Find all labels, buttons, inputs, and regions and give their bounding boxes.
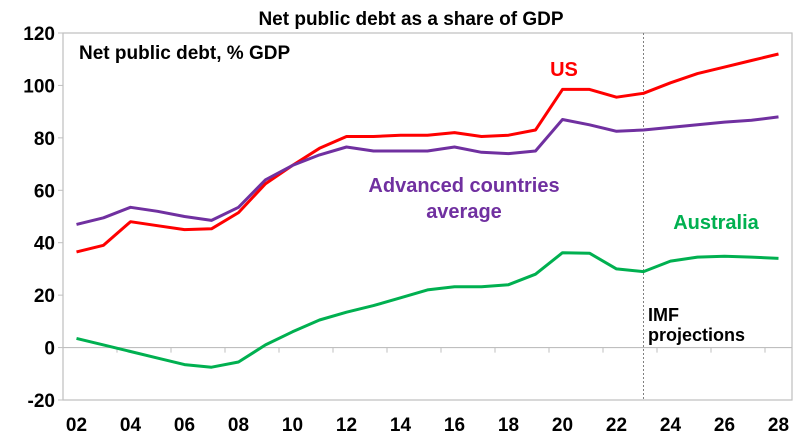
chart-subtitle: Net public debt, % GDP — [79, 43, 290, 64]
x-tick-label: 16 — [444, 415, 465, 436]
projection-label-line1: IMF — [648, 305, 679, 325]
x-tick-label: 12 — [336, 415, 357, 436]
x-tick-label: 06 — [174, 415, 195, 436]
x-tick-label: 04 — [120, 415, 142, 436]
series-line-australia — [76, 251, 779, 369]
y-tick-label: 100 — [23, 76, 55, 97]
y-tick-label: 20 — [34, 286, 55, 307]
advanced-series-label-line1: Advanced countries — [368, 175, 559, 197]
x-tick-label: 22 — [606, 415, 627, 436]
x-tick-label: 28 — [768, 415, 789, 436]
us-series-label: US — [550, 59, 578, 81]
y-tick-label: 80 — [34, 129, 55, 150]
series-line-us — [76, 52, 779, 254]
x-tick-label: 02 — [66, 415, 87, 436]
x-tick-label: 20 — [552, 415, 573, 436]
x-tick-label: 08 — [228, 415, 249, 436]
chart-title: Net public debt as a share of GDP — [258, 9, 563, 30]
advanced-series-label-line2: average — [426, 201, 502, 223]
x-tick-label: 14 — [390, 415, 412, 436]
x-tick-label: 26 — [714, 415, 735, 436]
y-tick-label: 120 — [23, 24, 55, 45]
x-tick-label: 18 — [498, 415, 519, 436]
series-line-advanced-countries-average — [76, 115, 779, 226]
projection-label-line2: projections — [648, 325, 745, 345]
plot-area — [62, 32, 793, 401]
x-tick-label: 10 — [282, 415, 303, 436]
y-tick-label: -20 — [28, 391, 55, 412]
y-tick-label: 40 — [34, 234, 55, 255]
y-tick-label: 0 — [44, 339, 55, 360]
australia-series-label: Australia — [673, 212, 759, 234]
y-tick-label: 60 — [34, 181, 55, 202]
x-tick-label: 24 — [660, 415, 682, 436]
